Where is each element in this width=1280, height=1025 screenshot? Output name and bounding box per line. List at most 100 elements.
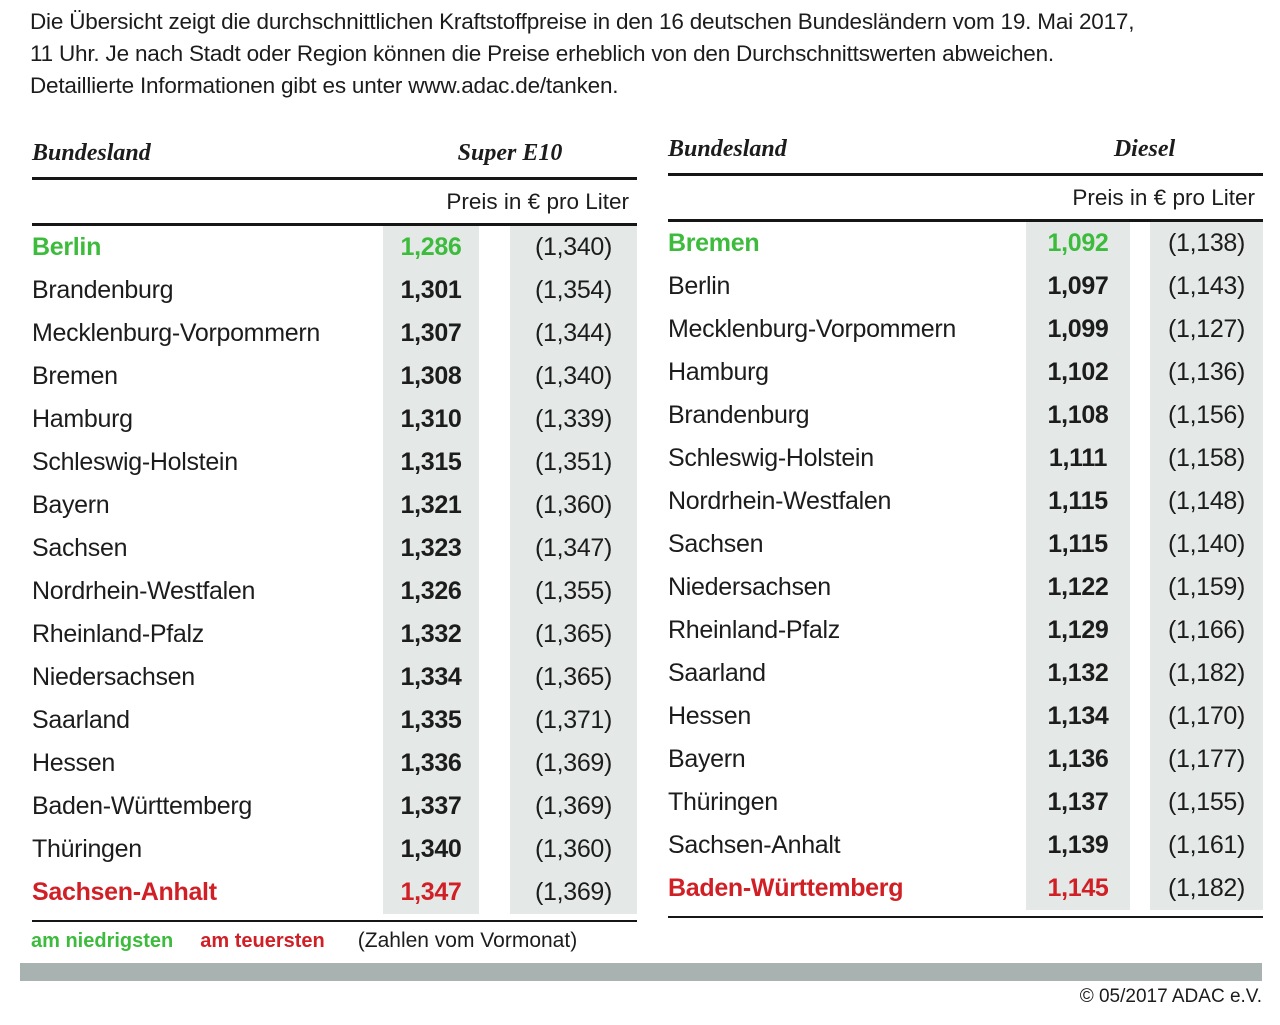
price-previous: (1,344): [510, 312, 637, 355]
table-body: Berlin 1,286 (1,340) Brandenburg 1,301 (1,354…: [32, 226, 637, 922]
price-previous: (1,182): [1150, 867, 1263, 910]
price-previous: (1,354): [510, 269, 637, 312]
table-row: Hessen 1,336 (1,369): [32, 742, 637, 785]
price-previous: (1,177): [1150, 738, 1263, 781]
bundesland-name: Saarland: [32, 706, 130, 734]
column-gap: [479, 527, 510, 570]
table-row: Bayern 1,136 (1,177): [668, 738, 1263, 781]
bundesland-name: Mecklenburg-Vorpommern: [668, 315, 956, 343]
column-gap: [479, 613, 510, 656]
price-previous: (1,369): [510, 742, 637, 785]
bundesland-name: Berlin: [32, 233, 102, 261]
price-previous: (1,148): [1150, 480, 1263, 523]
bundesland-name: Sachsen-Anhalt: [32, 878, 217, 906]
price-current: 1,145: [1026, 867, 1130, 910]
price-previous: (1,360): [510, 484, 637, 527]
column-gap: [479, 398, 510, 441]
intro-line: Die Übersicht zeigt die durchschnittlich…: [30, 9, 1135, 34]
bundesland-name: Saarland: [668, 659, 766, 687]
bundesland-name: Hamburg: [668, 358, 769, 386]
price-current: 1,102: [1026, 351, 1130, 394]
table-header: Bundesland Super E10: [32, 140, 637, 180]
price-previous: (1,339): [510, 398, 637, 441]
table-row: Thüringen 1,340 (1,360): [32, 828, 637, 871]
unit-subheader: Preis in € pro Liter: [668, 176, 1263, 222]
table-header: Bundesland Diesel: [668, 136, 1263, 176]
table-row: Sachsen 1,115 (1,140): [668, 523, 1263, 566]
price-current: 1,307: [383, 312, 479, 355]
price-current: 1,340: [383, 828, 479, 871]
table-row: Rheinland-Pfalz 1,332 (1,365): [32, 613, 637, 656]
column-gap: [479, 570, 510, 613]
column-gap: [479, 441, 510, 484]
price-current: 1,132: [1026, 652, 1130, 695]
price-current: 1,097: [1026, 265, 1130, 308]
column-gap: [1130, 437, 1150, 480]
bundesland-name: Brandenburg: [32, 276, 174, 304]
column-gap: [479, 742, 510, 785]
price-previous: (1,140): [1150, 523, 1263, 566]
bundesland-name: Brandenburg: [668, 401, 810, 429]
column-gap: [479, 699, 510, 742]
legend-highest-label: am teuersten: [200, 930, 325, 952]
bundesland-name: Sachsen: [668, 530, 764, 558]
table-row: Hessen 1,134 (1,170): [668, 695, 1263, 738]
price-previous: (1,360): [510, 828, 637, 871]
price-previous: (1,365): [510, 613, 637, 656]
price-previous: (1,369): [510, 871, 637, 914]
table-row: Bremen 1,092 (1,138): [668, 222, 1263, 265]
column-gap: [479, 484, 510, 527]
bundesland-name: Thüringen: [32, 835, 142, 863]
price-current: 1,301: [383, 269, 479, 312]
bundesland-name: Nordrhein-Westfalen: [32, 577, 256, 605]
column-gap: [1130, 867, 1150, 910]
price-current: 1,137: [1026, 781, 1130, 824]
bundesland-name: Nordrhein-Westfalen: [668, 487, 892, 515]
price-current: 1,129: [1026, 609, 1130, 652]
price-previous: (1,365): [510, 656, 637, 699]
column-gap: [479, 828, 510, 871]
column-gap: [1130, 695, 1150, 738]
price-current: 1,321: [383, 484, 479, 527]
price-current: 1,337: [383, 785, 479, 828]
table-row: Sachsen 1,323 (1,347): [32, 527, 637, 570]
bundesland-name: Sachsen: [32, 534, 128, 562]
price-current: 1,308: [383, 355, 479, 398]
price-previous: (1,138): [1150, 222, 1263, 265]
price-previous: (1,371): [510, 699, 637, 742]
price-previous: (1,355): [510, 570, 637, 613]
column-header-fuel: Diesel: [1113, 136, 1176, 162]
table-row: Berlin 1,097 (1,143): [668, 265, 1263, 308]
column-gap: [479, 785, 510, 828]
price-current: 1,115: [1026, 523, 1130, 566]
table-row: Hamburg 1,310 (1,339): [32, 398, 637, 441]
column-gap: [479, 312, 510, 355]
price-current: 1,099: [1026, 308, 1130, 351]
bundesland-name: Bremen: [32, 362, 118, 390]
price-current: 1,108: [1026, 394, 1130, 437]
bundesland-name: Schleswig-Holstein: [32, 448, 238, 476]
bundesland-name: Bayern: [32, 491, 110, 519]
price-previous: (1,155): [1150, 781, 1263, 824]
bundesland-name: Schleswig-Holstein: [668, 444, 874, 472]
column-gap: [1130, 351, 1150, 394]
column-gap: [479, 269, 510, 312]
column-gap: [1130, 308, 1150, 351]
column-gap: [1130, 609, 1150, 652]
price-current: 1,326: [383, 570, 479, 613]
price-current: 1,334: [383, 656, 479, 699]
table-row: Thüringen 1,137 (1,155): [668, 781, 1263, 824]
table-row: Mecklenburg-Vorpommern 1,307 (1,344): [32, 312, 637, 355]
price-previous: (1,340): [510, 226, 637, 269]
column-gap: [1130, 394, 1150, 437]
intro-line: 11 Uhr. Je nach Stadt oder Region können…: [30, 41, 1054, 66]
price-current: 1,115: [1026, 480, 1130, 523]
column-header-bundesland: Bundesland: [668, 136, 787, 162]
column-gap: [1130, 480, 1150, 523]
price-current: 1,335: [383, 699, 479, 742]
column-gap: [479, 355, 510, 398]
table-row: Brandenburg 1,301 (1,354): [32, 269, 637, 312]
bundesland-name: Niedersachsen: [668, 573, 831, 601]
table-row: Bayern 1,321 (1,360): [32, 484, 637, 527]
